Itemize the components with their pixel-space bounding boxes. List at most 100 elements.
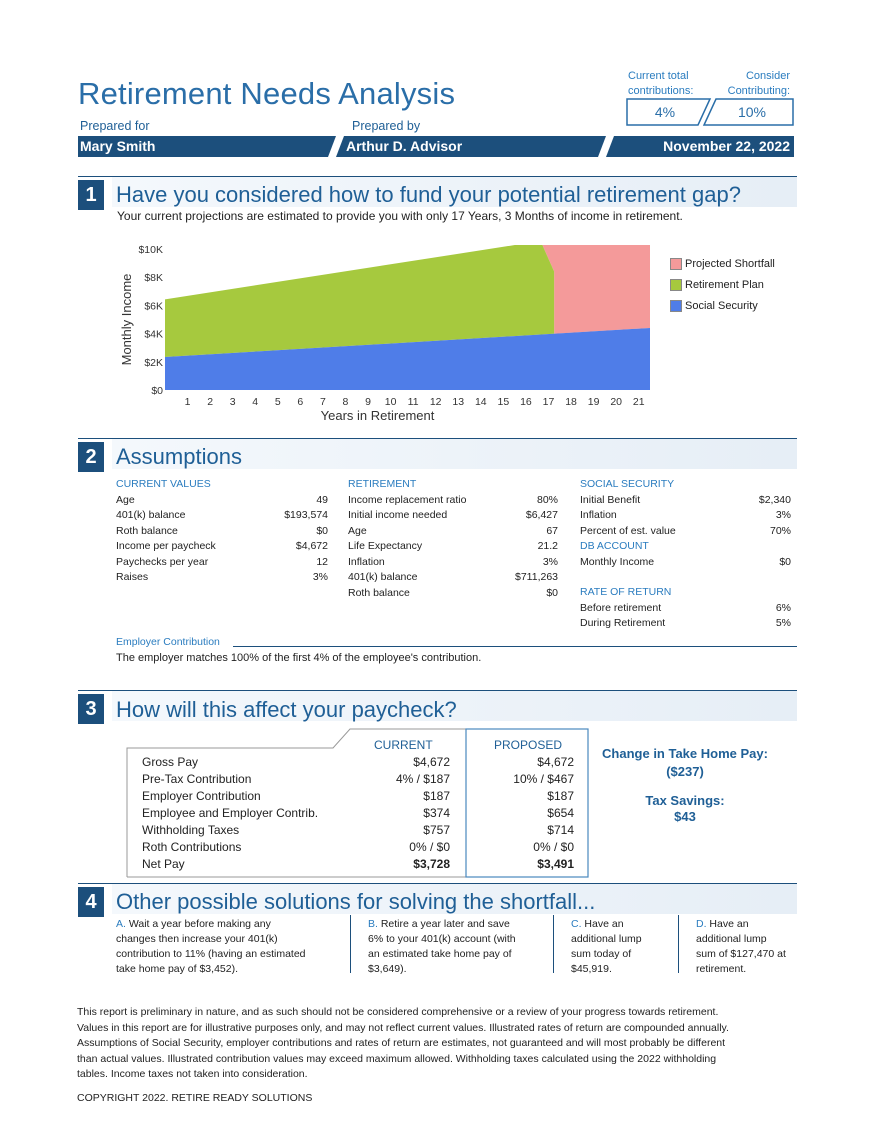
assumption-value: $2,340 [758,493,791,506]
legend-retirement-plan: Retirement Plan [670,279,775,292]
solution-letter: A. [116,918,126,930]
paycheck-proposed: $187 [547,789,574,803]
social-security-area [165,327,650,390]
assumption-label: Before retirement [580,601,662,614]
current-contrib-value: 4% [654,104,676,120]
assumption-value: $0 [546,586,558,599]
employer-contribution-heading: Employer Contribution [116,636,220,648]
assumption-label: Income replacement ratio [348,493,467,506]
prepared-by-label: Prepared by [352,119,421,133]
paycheck-current: $4,672 [413,755,450,769]
assumption-label: During Retirement [580,617,666,629]
employer-rule [233,646,797,647]
assumption-row: Initial income needed $6,427 [348,508,558,524]
solution-text: retirement. [696,963,747,975]
x-tick-label: 9 [365,396,371,408]
client-name: Mary Smith [80,138,156,154]
solution-letter: D. [696,918,707,930]
paycheck-current: $374 [423,806,450,820]
disclaimer-line: This report is preliminary in nature, an… [77,1006,719,1018]
solution-text: additional lump [571,933,642,945]
solution-divider [678,915,679,973]
section1-subtitle: Your current projections are estimated t… [117,209,683,223]
y-axis-label: Monthly Income [119,274,134,366]
solution-text: contribution to 11% (having an estimated [116,948,306,960]
paycheck-proposed: $4,672 [537,755,574,769]
x-tick-label: 12 [430,396,442,408]
assumption-label: 401(k) balance [116,509,186,521]
paycheck-label: Net Pay [142,857,185,871]
paycheck-label: Withholding Taxes [142,823,240,837]
assumption-label: Life Expectancy [348,540,423,552]
solution-text: sum of $127,470 at [696,948,786,960]
disclaimer-line: than actual values. Illustrated contribu… [77,1052,717,1065]
assumption-row: Age 49 [116,493,328,509]
assumption-row: 401(k) balance $711,263 [348,570,558,586]
retirement-plan-area [165,245,555,358]
assumption-row: Roth balance $0 [116,524,328,540]
solution-text: Have an [584,918,624,930]
paycheck-proposed: 0% / $0 [533,840,574,854]
prepared-for-label: Prepared for [80,119,150,133]
assumption-label: Age [348,524,367,537]
section4-band [112,884,797,914]
assumption-value: $193,574 [284,509,328,521]
copyright: COPYRIGHT 2022. RETIRE READY SOLUTIONS [77,1092,313,1104]
assumption-row: Paychecks per year 12 [116,555,328,571]
take-home-change: Change in Take Home Pay: ($237) [602,746,768,779]
x-tick-label: 1 [185,396,191,408]
solution-text: $45,919. [571,963,612,975]
retirement-heading: RETIREMENT [348,478,417,490]
assumption-label: Inflation [348,555,385,568]
solution-text: Wait a year before making any [128,918,271,930]
assumption-value: $711,263 [514,571,558,583]
paycheck-proposed: $3,491 [537,857,574,871]
paycheck-rows: Gross Pay $4,672 $4,672 Pre-Tax Contributio… [142,754,578,873]
paycheck-current: 0% / $0 [409,840,450,854]
social-security-column: SOCIAL SECURITY Initial Benefit $2,340 Inf… [580,477,791,632]
x-tick-label: 20 [610,396,622,408]
solution-divider [553,915,554,973]
paycheck-proposed: 10% / $467 [513,772,574,786]
paycheck-row: Gross Pay $4,672 $4,672 [142,754,578,771]
assumption-row: 401(k) balance $193,574 [116,508,328,524]
advisor-name: Arthur D. Advisor [346,138,463,154]
assumption-label: Income per paycheck [116,540,216,552]
section2-band [112,439,797,469]
paycheck-current: $757 [423,823,450,837]
assumption-value: 80% [536,493,558,506]
contrib-boxes [626,98,794,126]
assumption-label: Percent of est. value [580,524,676,537]
section2-number: 2 [78,442,104,472]
assumption-label: Inflation [580,509,617,521]
section1-title: Have you considered how to fund your pot… [116,182,741,207]
x-tick-label: 3 [230,396,236,408]
assumption-row: Inflation 3% [348,555,558,571]
x-tick-label: 2 [207,396,213,408]
solution-divider [350,915,351,973]
assumption-value: $4,672 [295,540,328,552]
chart-legend: Projected Shortfall Retirement Plan Soci… [670,258,775,313]
assumption-row: Percent of est. value 70% [580,524,791,540]
consider-contrib-label: Consider Contributing: [727,70,790,97]
x-tick-label: 6 [297,396,303,408]
paycheck-table-frame [126,728,589,878]
assumption-value: 3% [775,509,791,521]
disclaimer-line: tables. Income taxes not taken into cons… [77,1068,308,1080]
y-tick-label: $10K [138,245,163,256]
assumption-row: Monthly Income $0 [580,555,791,571]
assumption-value: 70% [769,524,791,537]
solution-b: B. Retire a year later and save 6% to you… [368,917,548,977]
assumption-value: 6% [775,601,791,614]
x-tick-label: 5 [275,396,281,408]
current-values-heading: CURRENT VALUES [116,478,211,490]
assumption-value: 3% [312,571,328,583]
assumption-value: 67 [546,524,558,537]
assumption-label: Initial Benefit [580,493,641,506]
x-tick-label: 15 [498,396,510,408]
x-tick-label: 10 [385,396,397,408]
header-bar [78,136,794,157]
assumption-value: 3% [542,555,558,568]
assumption-row: Life Expectancy 21.2 [348,539,558,555]
